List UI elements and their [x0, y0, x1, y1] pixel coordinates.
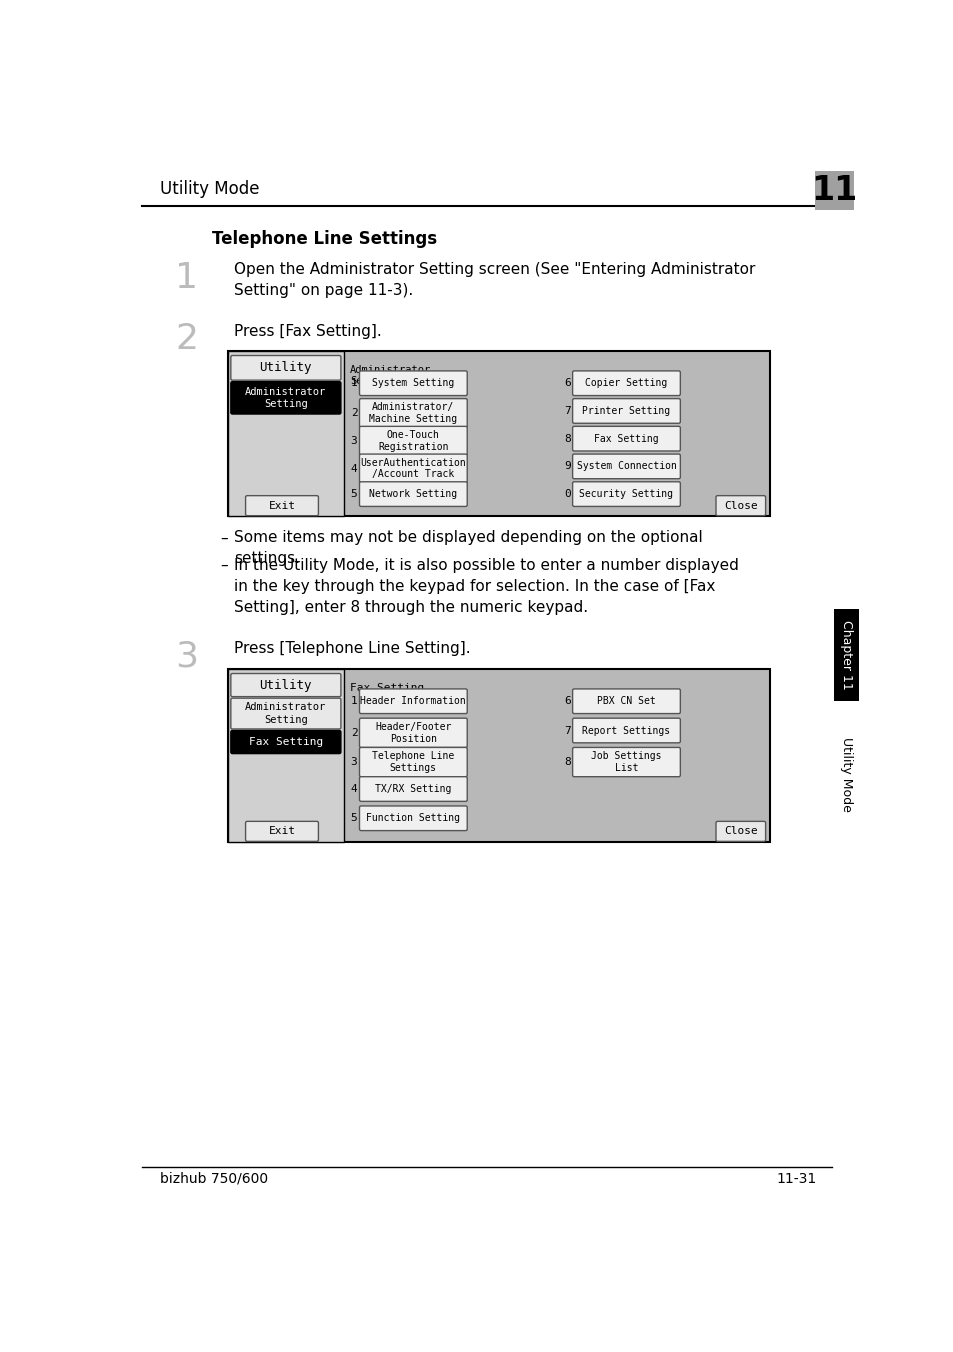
Text: 1: 1	[174, 261, 198, 295]
Text: 8: 8	[563, 757, 570, 767]
Text: 3: 3	[351, 435, 357, 446]
Text: 2: 2	[351, 727, 357, 738]
Text: 2: 2	[351, 408, 357, 418]
FancyBboxPatch shape	[359, 426, 467, 456]
Text: 11: 11	[811, 174, 857, 207]
Text: Utility Mode: Utility Mode	[159, 180, 259, 199]
FancyBboxPatch shape	[359, 370, 467, 396]
Text: Open the Administrator Setting screen (See "Entering Administrator
Setting" on p: Open the Administrator Setting screen (S…	[233, 262, 755, 299]
Text: 7: 7	[563, 726, 570, 735]
FancyBboxPatch shape	[359, 718, 467, 748]
Text: Function Setting: Function Setting	[366, 814, 460, 823]
Text: In the Utility Mode, it is also possible to enter a number displayed
in the key : In the Utility Mode, it is also possible…	[233, 558, 738, 615]
Text: 4: 4	[351, 464, 357, 473]
FancyBboxPatch shape	[245, 496, 318, 515]
Text: Administrator
Setting: Administrator Setting	[245, 702, 326, 725]
Text: Copier Setting: Copier Setting	[585, 379, 667, 388]
FancyBboxPatch shape	[572, 370, 679, 396]
Text: Security Setting: Security Setting	[578, 489, 673, 499]
Text: Report Settings: Report Settings	[582, 726, 670, 735]
FancyBboxPatch shape	[359, 690, 467, 714]
Text: Utility: Utility	[259, 679, 312, 692]
Bar	[228, 352, 769, 516]
FancyBboxPatch shape	[572, 454, 679, 479]
Text: Close: Close	[723, 500, 757, 511]
FancyBboxPatch shape	[359, 776, 467, 802]
Text: 3: 3	[351, 757, 357, 767]
Text: Exit: Exit	[268, 826, 295, 837]
Bar	[228, 669, 769, 842]
FancyBboxPatch shape	[231, 381, 340, 414]
Text: Fax Setting: Fax Setting	[350, 683, 424, 692]
Text: Utility: Utility	[259, 361, 312, 375]
Bar	[833, 608, 858, 702]
Text: 2: 2	[174, 322, 198, 357]
FancyBboxPatch shape	[359, 481, 467, 507]
Text: Printer Setting: Printer Setting	[582, 406, 670, 416]
Text: 4: 4	[351, 784, 357, 794]
Text: System Connection: System Connection	[576, 461, 676, 472]
Text: 5: 5	[351, 814, 357, 823]
Text: Fax Setting: Fax Setting	[249, 737, 323, 748]
FancyBboxPatch shape	[572, 718, 679, 742]
Text: Press [Fax Setting].: Press [Fax Setting].	[233, 324, 381, 339]
Text: 8: 8	[563, 434, 570, 443]
Text: 3: 3	[174, 639, 198, 673]
Text: Telephone Line
Settings: Telephone Line Settings	[372, 752, 454, 773]
Text: 0: 0	[563, 489, 570, 499]
Bar	[228, 352, 344, 516]
FancyBboxPatch shape	[716, 496, 765, 515]
FancyBboxPatch shape	[572, 690, 679, 714]
Text: Some items may not be displayed depending on the optional
settings.: Some items may not be displayed dependin…	[233, 530, 702, 566]
Text: UserAuthentication
/Account Track: UserAuthentication /Account Track	[360, 458, 466, 480]
FancyBboxPatch shape	[231, 698, 340, 729]
Text: Exit: Exit	[268, 500, 295, 511]
Text: Header Information: Header Information	[360, 696, 466, 706]
FancyBboxPatch shape	[572, 481, 679, 507]
FancyBboxPatch shape	[231, 356, 340, 380]
Text: 9: 9	[563, 461, 570, 472]
Bar	[815, 172, 853, 210]
Text: Administrator
Setting: Administrator Setting	[245, 387, 326, 410]
Text: 11-31: 11-31	[776, 1172, 816, 1186]
Text: Administrator
Setting: Administrator Setting	[350, 365, 431, 387]
Text: Chapter 11: Chapter 11	[839, 621, 852, 690]
FancyBboxPatch shape	[245, 822, 318, 841]
Text: 6: 6	[563, 696, 570, 706]
Text: 1: 1	[351, 379, 357, 388]
FancyBboxPatch shape	[231, 730, 340, 753]
FancyBboxPatch shape	[572, 399, 679, 423]
Text: Close: Close	[723, 826, 757, 837]
Text: 6: 6	[563, 379, 570, 388]
Text: Press [Telephone Line Setting].: Press [Telephone Line Setting].	[233, 641, 470, 656]
FancyBboxPatch shape	[359, 399, 467, 427]
Text: Network Setting: Network Setting	[369, 489, 456, 499]
FancyBboxPatch shape	[359, 806, 467, 830]
FancyBboxPatch shape	[572, 426, 679, 452]
Text: Job Settings
List: Job Settings List	[591, 752, 661, 773]
Text: PBX CN Set: PBX CN Set	[597, 696, 655, 706]
Text: Utility Mode: Utility Mode	[839, 737, 852, 811]
Text: TX/RX Setting: TX/RX Setting	[375, 784, 451, 794]
Text: Header/Footer
Position: Header/Footer Position	[375, 722, 451, 744]
FancyBboxPatch shape	[716, 822, 765, 841]
Text: 1: 1	[351, 696, 357, 706]
Text: 5: 5	[351, 489, 357, 499]
Text: Telephone Line Settings: Telephone Line Settings	[212, 230, 436, 247]
Text: –: –	[220, 530, 228, 545]
FancyBboxPatch shape	[572, 748, 679, 776]
FancyBboxPatch shape	[359, 748, 467, 776]
Text: System Setting: System Setting	[372, 379, 454, 388]
Text: bizhub 750/600: bizhub 750/600	[159, 1172, 268, 1186]
Text: Fax Setting: Fax Setting	[594, 434, 659, 443]
Text: Administrator/
Machine Setting: Administrator/ Machine Setting	[369, 403, 456, 425]
FancyBboxPatch shape	[231, 673, 340, 696]
Bar	[228, 669, 344, 842]
FancyBboxPatch shape	[359, 454, 467, 483]
Text: One-Touch
Registration: One-Touch Registration	[377, 430, 448, 452]
Text: –: –	[220, 558, 228, 573]
Text: 7: 7	[563, 406, 570, 416]
